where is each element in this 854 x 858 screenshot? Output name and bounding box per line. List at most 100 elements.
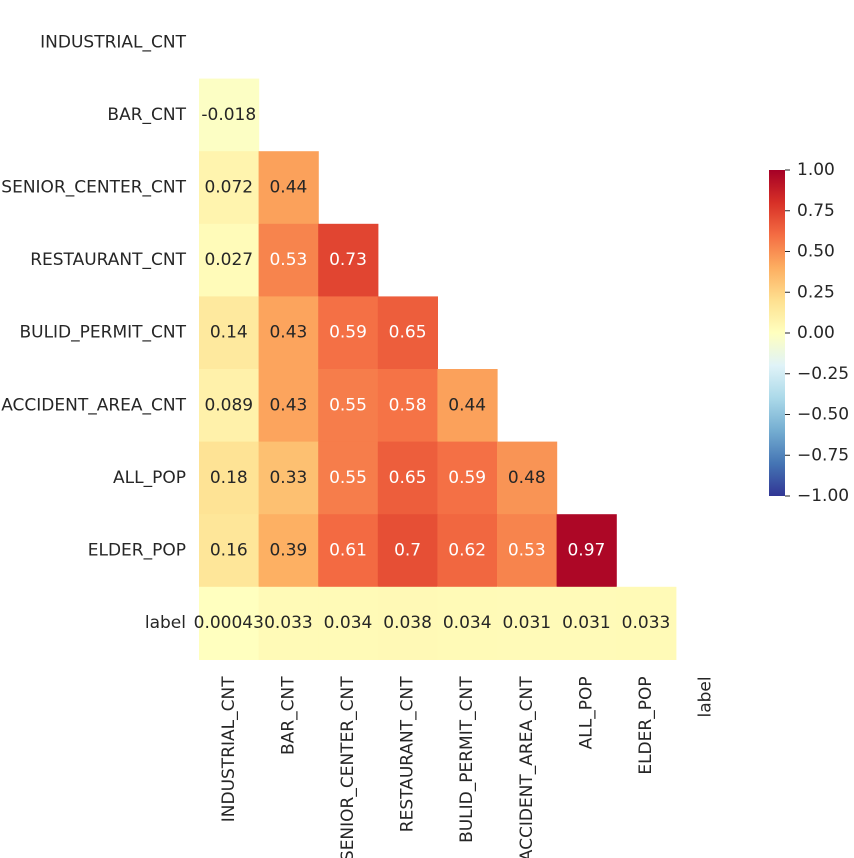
x-axis-tick-labels: INDUSTRIAL_CNT BAR_CNT SENIOR_CENTER_CNT RE… (219, 676, 716, 858)
heatmap-cell-r6-c0 (199, 441, 260, 515)
heatmap-cell-r6-c2 (318, 441, 379, 515)
heatmap-cells (199, 78, 677, 660)
heatmap-cell-r5-c0 (199, 369, 260, 443)
heatmap-cell-r4-c0 (199, 296, 260, 370)
colorbar-ticks: 1.00 0.75 0.50 0.25 0.00 −0.25 −0.50 −0.75 −1.00 (785, 160, 849, 506)
heatmap-cell-labels: -0.018 0.072 0.44 0.027 0.53 0.73 0.14 0.43 0.59… (194, 105, 671, 633)
heatmap-cell-r7-c5 (497, 514, 558, 588)
col-label-accident-area-cnt: ACCIDENT_AREA_CNT (517, 676, 537, 858)
cell-value-label: 0.97 (567, 541, 605, 561)
heatmap-cell-r3-c2 (318, 223, 379, 297)
colorbar-tick-label: 0.50 (797, 242, 835, 262)
row-label-elder-pop: ELDER_POP (88, 541, 186, 561)
heatmap-cell-r6-c5 (497, 441, 558, 515)
cell-value-label: 0.55 (329, 395, 367, 415)
cell-value-label: 0.59 (329, 323, 367, 343)
cell-value-label: 0.59 (448, 468, 486, 488)
colorbar-tick-label: −0.75 (797, 445, 849, 465)
cell-value-label: 0.027 (204, 250, 253, 270)
heatmap-cell-r7-c3 (377, 514, 438, 588)
heatmap-cell-r2-c0 (199, 151, 260, 225)
col-label-bulid-permit-cnt: BULID_PERMIT_CNT (457, 676, 477, 843)
row-label-bar-cnt: BAR_CNT (107, 105, 186, 125)
cell-value-label: 0.65 (389, 323, 427, 343)
cell-value-label: 0.65 (389, 468, 427, 488)
cell-value-label: 0.39 (269, 541, 307, 561)
cell-value-label: 0.53 (508, 541, 546, 561)
colorbar-tick-label: −1.00 (797, 486, 849, 506)
heatmap-cell-r8-c1 (258, 586, 319, 660)
cell-value-label: 0.034 (443, 613, 492, 633)
heatmap-cell-r8-c5 (497, 586, 558, 660)
cell-value-label: 0.033 (622, 613, 671, 633)
heatmap-cell-r7-c4 (437, 514, 498, 588)
colorbar-tick-label: −0.50 (797, 405, 849, 425)
cell-value-label: -0.018 (201, 105, 256, 125)
row-label-accident-area-cnt: ACCIDENT_AREA_CNT (1, 395, 186, 415)
colorbar-scale (769, 170, 785, 496)
cell-value-label: 0.58 (389, 395, 427, 415)
heatmap-cell-r6-c1 (258, 441, 319, 515)
heatmap-cell-r5-c2 (318, 369, 379, 443)
cell-value-label: 0.53 (269, 250, 307, 270)
heatmap-cell-r7-c0 (199, 514, 260, 588)
cell-value-label: 0.33 (269, 468, 307, 488)
heatmap-cell-r8-c0 (199, 586, 260, 660)
colorbar-tick-label: 0.00 (797, 323, 835, 343)
cell-value-label: 0.031 (562, 613, 611, 633)
row-label-all-pop: ALL_POP (113, 468, 186, 488)
row-label-bulid-permit-cnt: BULID_PERMIT_CNT (19, 323, 186, 343)
colorbar: 1.00 0.75 0.50 0.25 0.00 −0.25 −0.50 −0.75 −1.00 (769, 160, 849, 506)
cell-value-label: 0.089 (204, 395, 253, 415)
cell-value-label: 0.034 (324, 613, 373, 633)
cell-value-label: 0.62 (448, 541, 486, 561)
cell-value-label: 0.7 (394, 541, 421, 561)
heatmap-cell-r8-c4 (437, 586, 498, 660)
cell-value-label: 0.48 (508, 468, 546, 488)
cell-value-label: 0.18 (210, 468, 248, 488)
cell-value-label: 0.072 (204, 178, 253, 198)
heatmap-cell-r4-c3 (377, 296, 438, 370)
cell-value-label: 0.44 (448, 395, 486, 415)
heatmap-cell-r2-c1 (258, 151, 319, 225)
cell-value-label: 0.031 (502, 613, 551, 633)
col-label-all-pop: ALL_POP (576, 676, 596, 749)
cell-value-label: 0.43 (269, 323, 307, 343)
colorbar-tick-label: 0.25 (797, 282, 835, 302)
row-label-senior-center-cnt: SENIOR_CENTER_CNT (1, 178, 186, 198)
cell-value-label: 0.73 (329, 250, 367, 270)
row-label-label: label (145, 613, 186, 633)
row-label-industrial-cnt: INDUSTRIAL_CNT (40, 32, 186, 52)
col-label-label: label (696, 676, 716, 717)
heatmap-cell-r3-c1 (258, 223, 319, 297)
cell-value-label: 0.16 (210, 541, 248, 561)
row-label-restaurant-cnt: RESTAURANT_CNT (30, 250, 186, 270)
heatmap-cell-r8-c7 (616, 586, 677, 660)
heatmap-cell-r7-c6 (556, 514, 617, 588)
col-label-restaurant-cnt: RESTAURANT_CNT (398, 676, 418, 832)
col-label-elder-pop: ELDER_POP (636, 676, 656, 774)
heatmap-cell-r6-c3 (377, 441, 438, 515)
heatmap-cell-r3-c0 (199, 223, 260, 297)
cell-value-label: 0.61 (329, 541, 367, 561)
colorbar-tick-label: 1.00 (797, 160, 835, 180)
heatmap-cell-r8-c2 (318, 586, 379, 660)
cell-value-label: 0.55 (329, 468, 367, 488)
cell-value-label: 0.14 (210, 323, 248, 343)
col-label-senior-center-cnt: SENIOR_CENTER_CNT (338, 676, 358, 858)
heatmap-cell-r5-c3 (377, 369, 438, 443)
y-axis-tick-labels: INDUSTRIAL_CNT BAR_CNT SENIOR_CENTER_CNT RE… (1, 32, 186, 633)
heatmap-cell-r4-c1 (258, 296, 319, 370)
heatmap-cell-r5-c4 (437, 369, 498, 443)
heatmap-cell-r8-c3 (377, 586, 438, 660)
cell-value-label: 0.038 (383, 613, 432, 633)
heatmap-cell-r7-c2 (318, 514, 379, 588)
col-label-bar-cnt: BAR_CNT (278, 676, 298, 755)
heatmap-cell-r4-c2 (318, 296, 379, 370)
cell-value-label: 0.033 (264, 613, 313, 633)
heatmap-cell-r7-c1 (258, 514, 319, 588)
col-label-industrial-cnt: INDUSTRIAL_CNT (219, 676, 239, 822)
colorbar-tick-label: 0.75 (797, 201, 835, 221)
cell-value-label: 0.44 (269, 178, 307, 198)
heatmap-cell-r8-c6 (556, 586, 617, 660)
